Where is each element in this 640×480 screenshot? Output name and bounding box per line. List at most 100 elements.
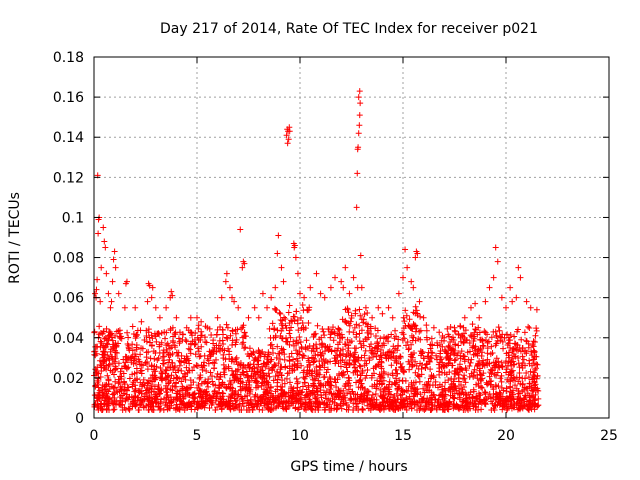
data-point [226,348,233,355]
data-point [505,378,512,385]
data-point [144,396,151,403]
data-point-outlier [198,318,205,325]
data-point [528,348,535,355]
data-point [327,397,334,404]
data-point [286,341,293,348]
data-point [475,390,482,397]
data-point [100,328,107,335]
data-point [327,406,334,413]
data-point [112,366,119,373]
data-point [310,376,317,383]
data-point [406,316,413,323]
data-point [299,400,306,407]
data-point [534,361,541,368]
data-point [344,347,351,354]
data-point [137,367,144,374]
data-point [137,327,144,334]
data-point [392,327,399,334]
data-point [478,406,485,413]
data-point [198,332,205,339]
data-point [377,335,384,342]
data-point [171,383,178,390]
data-point [372,390,379,397]
data-point [361,311,368,318]
data-point [109,391,116,398]
data-point [164,340,171,347]
data-point [286,370,293,377]
data-point [238,386,245,393]
data-point [348,338,355,345]
data-point [410,321,417,328]
data-point-outlier [355,144,362,151]
data-point [173,380,180,387]
data-point [371,350,378,357]
data-point [186,392,193,399]
data-point [353,379,360,386]
data-point [374,361,381,368]
data-point [476,329,483,336]
data-point [364,323,371,330]
data-point-outlier [241,260,248,267]
data-point [224,324,231,331]
x-tick-label: 15 [394,428,412,444]
data-point [357,396,364,403]
data-point-outlier [494,258,501,265]
data-point [436,381,443,388]
data-point-outlier [115,290,122,297]
data-point [232,330,239,337]
data-point [472,403,479,410]
data-point [117,368,124,375]
data-point [286,302,293,309]
data-point [173,374,180,381]
data-point [429,350,436,357]
data-point [386,405,393,412]
data-point [425,353,432,360]
data-point-outlier [292,254,299,261]
data-point [433,352,440,359]
data-point [356,338,363,345]
data-point [422,364,429,371]
data-point [261,353,268,360]
data-point-outlier [110,256,117,263]
data-point [188,340,195,347]
data-point [454,390,461,397]
data-point [332,352,339,359]
data-point [131,388,138,395]
data-point [167,394,174,401]
data-point-outlier [416,298,423,305]
data-point [278,349,285,356]
data-point [510,387,517,394]
data-point [532,381,539,388]
data-point [402,307,409,314]
data-point-outlier [268,294,275,301]
data-point [384,352,391,359]
data-point [143,338,150,345]
data-point [267,342,274,349]
data-point [240,369,247,376]
data-point-outlier [187,314,194,321]
data-point [95,384,102,391]
data-point-outlier [357,100,364,107]
data-point [219,393,226,400]
data-point [106,329,113,336]
data-point-outlier [95,230,102,237]
data-point [328,390,335,397]
data-point [475,346,482,353]
data-point [451,383,458,390]
data-point [457,404,464,411]
data-point [174,390,181,397]
data-point [466,362,473,369]
data-point [176,329,183,336]
data-point [357,372,364,379]
data-point [257,372,264,379]
data-point [462,379,469,386]
data-point [270,334,277,341]
data-point [469,344,476,351]
data-point [356,330,363,337]
y-tick-label: 0.02 [53,371,84,387]
data-point [339,316,346,323]
data-point [223,334,230,341]
data-point [356,306,363,313]
data-point [233,336,240,343]
data-point [169,337,176,344]
